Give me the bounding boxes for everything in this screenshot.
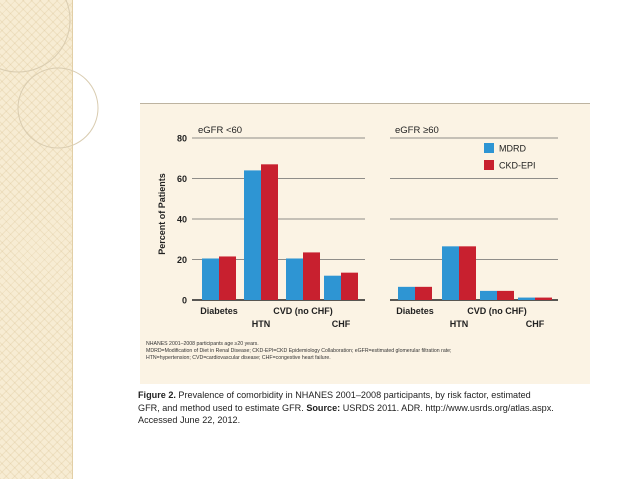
legend-label-mdrd: MDRD bbox=[499, 144, 526, 154]
legend-label-ckd-epi: CKD-EPI bbox=[499, 161, 536, 171]
note-line-3: HTN=hypertension; CVD=cardiovascular dis… bbox=[146, 355, 331, 361]
note-line-2: MDRD=Modification of Diet in Renal Disea… bbox=[146, 348, 452, 354]
bar-ckd-epi bbox=[497, 290, 514, 300]
bar-mdrd bbox=[398, 286, 415, 300]
x-tick-label: CHF bbox=[332, 319, 351, 329]
bar-chart: Percent of Patients eGFR <60 eGFR ≥60 0 2… bbox=[157, 125, 558, 330]
bar-ckd-epi bbox=[261, 164, 278, 300]
note-line-1: NHANES 2001–2008 participants age ≥20 ye… bbox=[146, 341, 259, 347]
y-tick-label: 60 bbox=[177, 174, 187, 184]
x-tick-label: CVD (no CHF) bbox=[467, 306, 527, 316]
bar-ckd-epi bbox=[341, 272, 358, 300]
y-tick-label: 80 bbox=[177, 134, 187, 144]
bar-ckd-epi bbox=[219, 256, 236, 300]
slide-decoration-strip bbox=[0, 0, 73, 479]
x-tick-label: HTN bbox=[450, 319, 469, 329]
bar-ckd-epi bbox=[415, 286, 432, 300]
x-tick-label: Diabetes bbox=[396, 306, 434, 316]
caption-text-3: Accessed June 22, 2012. bbox=[138, 415, 241, 425]
y-tick-label: 0 bbox=[182, 296, 187, 306]
figure-panel: Percent of Patients eGFR <60 eGFR ≥60 0 2… bbox=[140, 103, 590, 384]
right-panel-title: eGFR ≥60 bbox=[395, 125, 439, 136]
bar-mdrd bbox=[286, 258, 303, 300]
bar-mdrd bbox=[480, 290, 497, 300]
decorative-circles bbox=[0, 0, 99, 149]
caption-source-text: USRDS 2011. ADR. http://www.usrds.org/at… bbox=[340, 402, 554, 413]
x-tick-label: HTN bbox=[252, 319, 271, 329]
caption-text-2: GFR, and method used to estimate GFR. bbox=[138, 402, 307, 413]
legend-swatch-mdrd bbox=[484, 143, 494, 153]
caption-figure-label: Figure 2. bbox=[138, 390, 176, 400]
bar-mdrd bbox=[518, 297, 535, 300]
caption-source-label: Source: bbox=[306, 402, 341, 413]
x-tick-label: CHF bbox=[526, 319, 545, 329]
left-panel-title: eGFR <60 bbox=[198, 125, 242, 136]
x-tick-label: CVD (no CHF) bbox=[273, 306, 333, 316]
y-tick-label: 40 bbox=[177, 215, 187, 225]
bar-mdrd bbox=[244, 170, 261, 300]
legend-swatch-ckd-epi bbox=[484, 160, 494, 170]
bar-ckd-epi bbox=[459, 246, 476, 300]
y-axis-label: Percent of Patients bbox=[157, 173, 167, 255]
bar-mdrd bbox=[442, 246, 459, 300]
caption-text-1: Prevalence of comorbidity in NHANES 2001… bbox=[175, 390, 531, 400]
bar-ckd-epi bbox=[303, 252, 320, 300]
figure-caption: Figure 2. Prevalence of comorbidity in N… bbox=[138, 389, 608, 427]
y-tick-label: 20 bbox=[177, 255, 187, 265]
bar-mdrd bbox=[324, 275, 341, 300]
x-tick-label: Diabetes bbox=[200, 306, 238, 316]
bar-mdrd bbox=[202, 258, 219, 300]
bars bbox=[202, 164, 552, 300]
bar-ckd-epi bbox=[535, 297, 552, 300]
legend: MDRD CKD-EPI bbox=[484, 143, 536, 171]
